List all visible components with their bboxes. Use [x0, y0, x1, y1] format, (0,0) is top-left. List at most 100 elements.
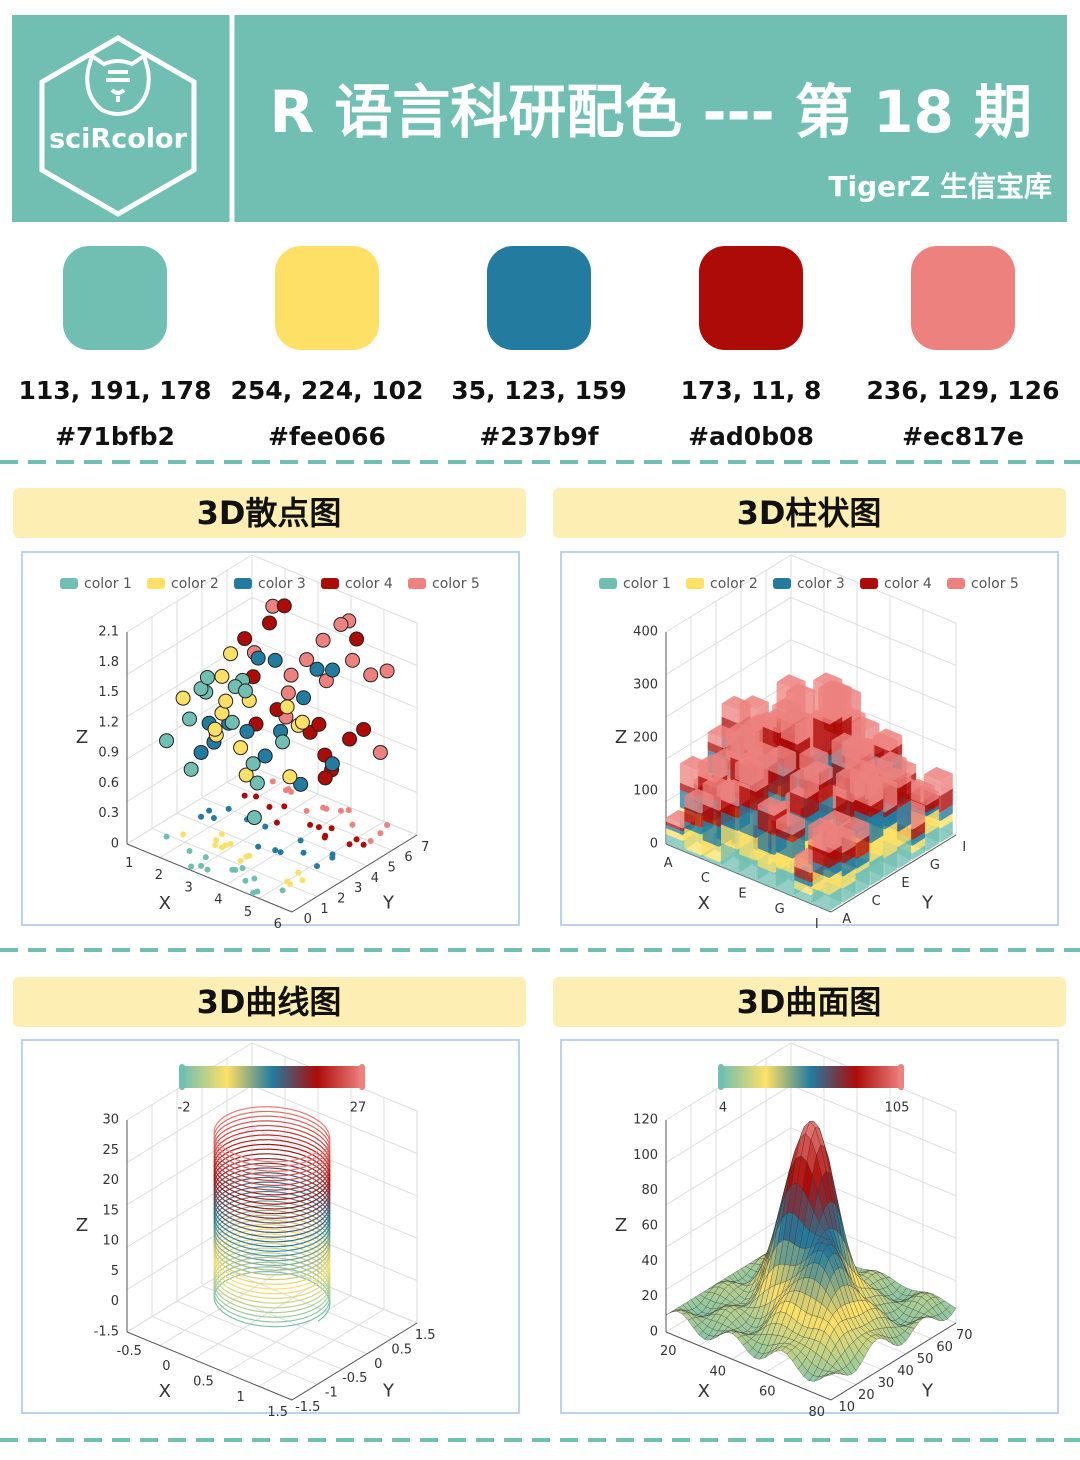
curve-segment [311, 1198, 319, 1203]
curve-segment [214, 1156, 220, 1163]
curve-segment [214, 1241, 220, 1248]
bar-top [849, 759, 879, 775]
curve-segment [303, 1262, 312, 1267]
curve-segment [311, 1268, 319, 1274]
bar-face [839, 687, 852, 724]
curve-segment [306, 1264, 315, 1270]
curve-segment [236, 1187, 246, 1192]
scatter-point [324, 756, 340, 772]
curve-segment [269, 1134, 280, 1137]
bar-face [829, 845, 842, 869]
curve-segment [284, 1159, 295, 1163]
bar-top [767, 745, 797, 760]
y-tick-label: C [872, 894, 881, 909]
curve-segment [214, 1175, 220, 1182]
colorbar-handle [359, 1064, 365, 1090]
curve-segment [232, 1109, 241, 1114]
bar-side [812, 871, 830, 895]
curve-segment [236, 1168, 246, 1173]
grid-line [830, 1322, 957, 1401]
curve-segment [218, 1218, 224, 1224]
bar-side [666, 824, 683, 835]
floor-shadow [307, 821, 314, 828]
grid-line [126, 1127, 253, 1206]
curve-segment [294, 1176, 304, 1180]
bar-side [813, 717, 830, 756]
curve-segment [294, 1265, 304, 1270]
curve-segment [303, 1253, 312, 1258]
curve-segment [222, 1217, 230, 1223]
curve-segment [213, 1199, 217, 1205]
floor-shadow [314, 863, 321, 870]
curve-segment [254, 1187, 265, 1191]
bar-face [755, 755, 769, 793]
curve-segment [288, 1122, 299, 1127]
bar-side [767, 753, 784, 777]
panel-title-bar [13, 977, 526, 1027]
curve-segment [245, 1279, 256, 1284]
curve-segment [220, 1124, 227, 1130]
curve-segment [229, 1278, 238, 1283]
curve-segment [214, 1161, 220, 1168]
legend-swatch [947, 578, 965, 589]
curve-segment [236, 1178, 246, 1183]
z-tick-label: 40 [641, 1254, 658, 1269]
curve-segment [222, 1180, 230, 1186]
floor-shadow [273, 819, 280, 826]
curve-segment [303, 1187, 312, 1192]
floor-shadow [180, 831, 187, 838]
scatter-point [238, 767, 254, 783]
curve-segment [317, 1297, 324, 1303]
curve-segment [284, 1206, 295, 1210]
bar-top [831, 732, 861, 748]
bar-side [812, 828, 830, 854]
curve-segment [249, 1115, 260, 1118]
x-tick-label: G [775, 902, 785, 917]
curve-segment [303, 1319, 312, 1324]
curve-segment [323, 1198, 328, 1205]
bar-top [822, 810, 852, 825]
scatter-point [159, 733, 175, 749]
curve-segment [294, 1298, 304, 1303]
floor-shadow [251, 875, 258, 882]
curve-segment [213, 1123, 218, 1129]
curve-segment [245, 1270, 256, 1274]
floor-shadow [277, 849, 284, 856]
y-tick-label: 6 [404, 850, 412, 865]
bar-face [829, 887, 842, 912]
curve-segment [222, 1297, 230, 1303]
curve-segment [306, 1142, 315, 1148]
curve-segment [317, 1288, 324, 1294]
curve-segment [229, 1250, 238, 1255]
bar-side [721, 811, 738, 832]
curve-segment [279, 1135, 290, 1138]
curve-segment [294, 1199, 304, 1204]
curve-segment [294, 1322, 304, 1326]
bar-face [926, 791, 939, 806]
curve-segment [320, 1131, 326, 1138]
bar-side [702, 783, 720, 811]
curve-segment [254, 1220, 265, 1224]
curve-segment [317, 1184, 324, 1190]
floor-shadow [321, 834, 328, 841]
curve-segment [326, 1260, 331, 1266]
curve-segment [222, 1307, 230, 1313]
curve-segment [229, 1283, 238, 1288]
y-tick-label: 3 [354, 881, 362, 896]
curve-segment [303, 1272, 312, 1277]
curve-segment [213, 1204, 217, 1210]
bar-face [870, 798, 884, 818]
curve-segment [213, 1227, 217, 1233]
curve-segment [229, 1316, 238, 1321]
curve-segment [323, 1250, 328, 1257]
curve-segment [303, 1196, 312, 1201]
bar-side [854, 799, 871, 818]
curve-segment [254, 1324, 265, 1327]
curve-segment [254, 1291, 265, 1294]
bar-side [739, 831, 756, 861]
y-tick-label: -0.5 [342, 1371, 367, 1386]
curve-segment [323, 1255, 328, 1261]
curve-segment [222, 1250, 230, 1256]
curve-segment [245, 1237, 256, 1241]
